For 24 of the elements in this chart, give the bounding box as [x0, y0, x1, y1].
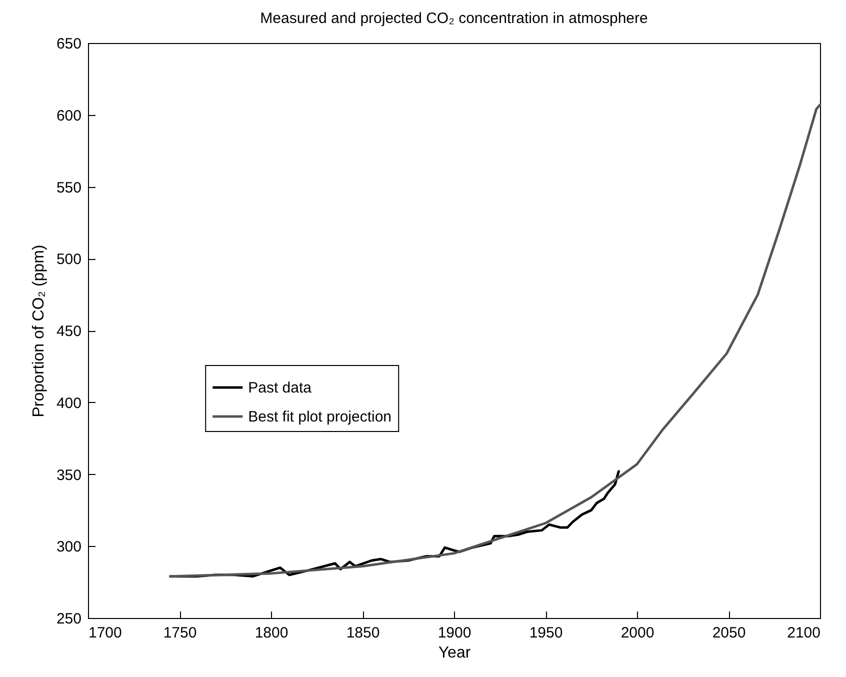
- line-series: [169, 104, 822, 578]
- x-tick-label: 1800: [254, 624, 288, 642]
- y-tick-label: 300: [56, 538, 82, 556]
- y-tick-label: 250: [56, 610, 82, 628]
- x-tick-label: 2050: [712, 624, 746, 642]
- y-tick-label: 450: [56, 323, 82, 340]
- legend-label: Best fit plot projection: [248, 408, 392, 426]
- x-tick-label: 1850: [346, 624, 380, 642]
- x-tick-label: 2100: [787, 624, 820, 642]
- y-tick-label: 400: [56, 394, 82, 412]
- legend-label: Past data: [248, 380, 312, 396]
- y-tick-label: 650: [56, 36, 82, 52]
- y-tick-label: 600: [56, 107, 82, 124]
- x-tick-label: 1900: [438, 624, 472, 642]
- y-tick-label: 550: [56, 179, 82, 196]
- y-tick-label: 350: [56, 466, 82, 484]
- x-axis-title: Year: [438, 644, 472, 662]
- x-tick-label: 1950: [529, 624, 563, 642]
- x-tick-label: 2000: [620, 624, 654, 642]
- y-tick-label: 500: [56, 251, 82, 268]
- x-tick-label: 1700: [88, 624, 122, 642]
- x-tick-label: 1750: [163, 624, 197, 642]
- chart-title: Measured and projected CO₂ concentration in atmosphere: [260, 10, 648, 27]
- y-axis-title: Proportion of CO₂ (ppm): [30, 244, 48, 418]
